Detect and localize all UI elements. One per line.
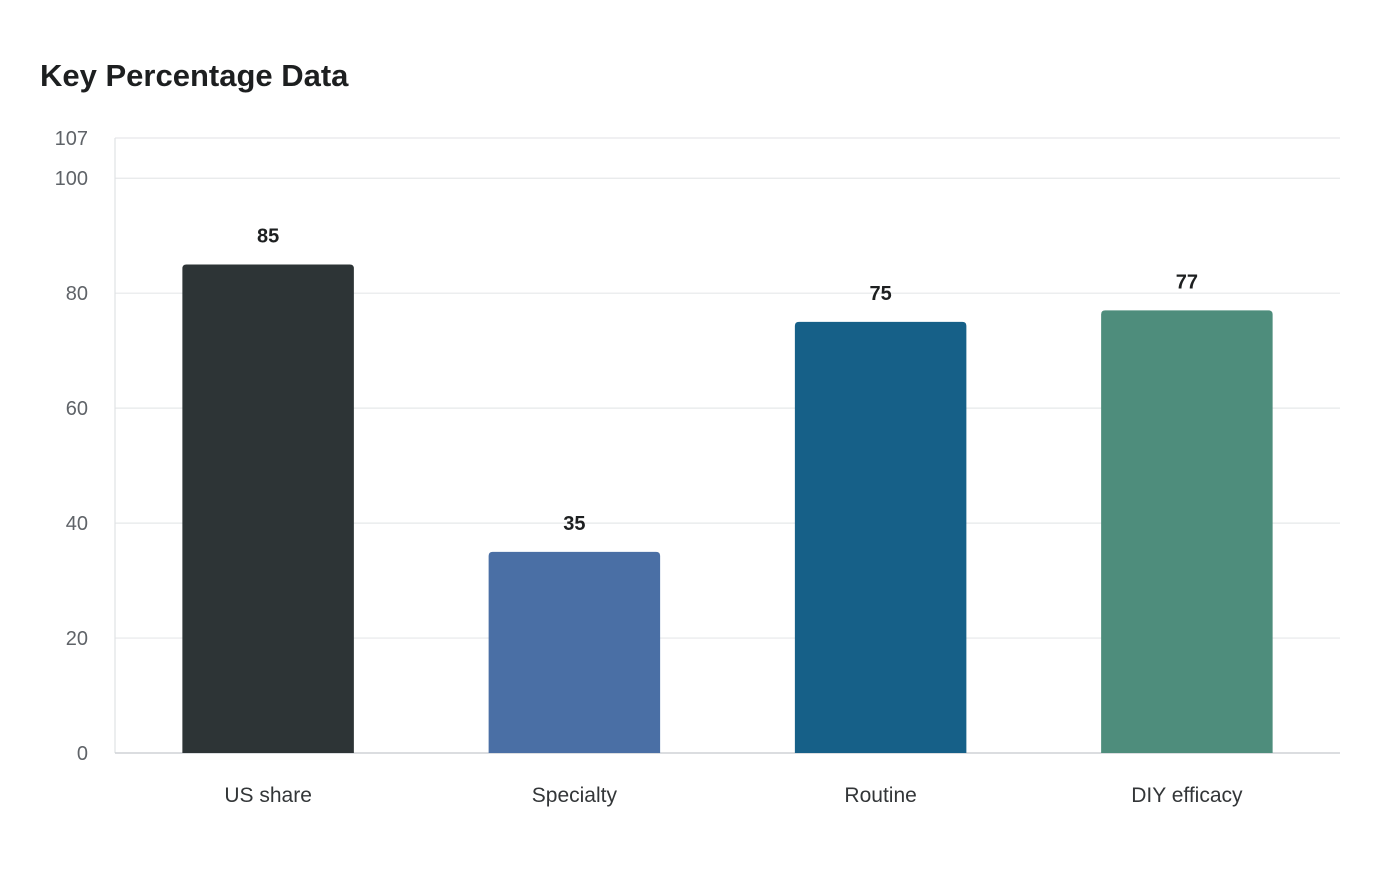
value-label-routine: 75 (870, 283, 892, 305)
y-tick-label-60: 60 (66, 398, 88, 420)
y-tick-label-20: 20 (66, 628, 88, 650)
value-label-diy-efficacy: 77 (1176, 271, 1198, 293)
y-tick-label-80: 80 (66, 283, 88, 305)
bar-specialty (488, 551, 661, 753)
value-label-specialty: 35 (563, 513, 585, 535)
bars (182, 264, 1273, 753)
chart-title: Key Percentage Data (40, 58, 349, 93)
y-tick-label-40: 40 (66, 513, 88, 535)
bar-routine (794, 321, 967, 753)
value-label-us-share: 85 (257, 225, 279, 247)
bar-diy-efficacy (1101, 310, 1273, 753)
category-label-routine: Routine (844, 784, 916, 807)
category-label-diy-efficacy: DIY efficacy (1131, 784, 1243, 807)
value-labels: 85 35 75 77 (257, 225, 1198, 534)
category-label-us-share: US share (224, 784, 312, 807)
category-label-specialty: Specialty (532, 784, 618, 807)
y-tick-label-100: 100 (55, 168, 88, 190)
y-tick-label-0: 0 (77, 743, 88, 765)
y-tick-label-107: 107 (55, 128, 88, 150)
y-tick-labels: 0 20 40 60 80 100 107 (55, 128, 88, 765)
category-labels: US share Specialty Routine DIY efficacy (224, 784, 1243, 807)
bar-us-share (182, 264, 354, 753)
